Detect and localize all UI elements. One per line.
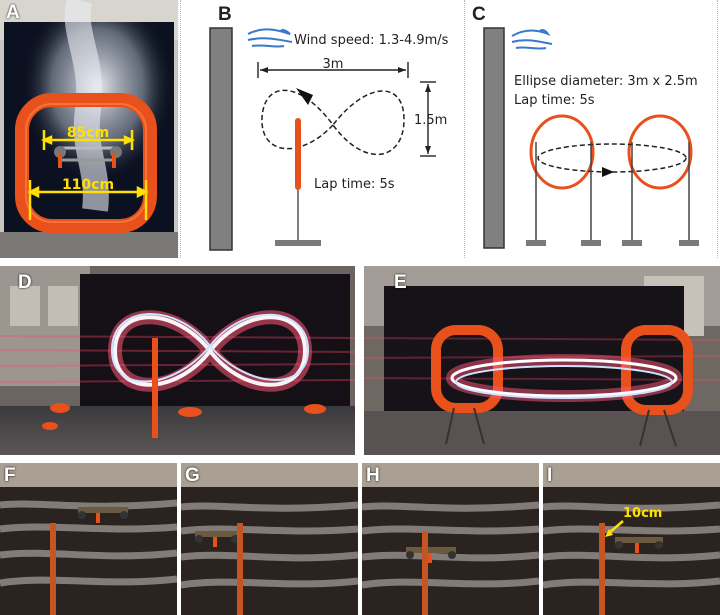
quadrotor: [78, 507, 128, 523]
gate-left: [529, 114, 595, 190]
wind-speed-text: Wind speed: 1.3-4.9m/s: [294, 33, 449, 48]
direction-arrow: [296, 88, 313, 105]
panel-e-photo: [364, 266, 720, 455]
gate-right: [627, 114, 693, 190]
panel-d: D: [0, 266, 355, 455]
panel-a-photo: 85cm 110cm: [0, 0, 178, 258]
panel-h: H: [362, 463, 539, 615]
panel-label: F: [4, 465, 16, 486]
divider: [180, 0, 181, 258]
wind-icon: [511, 29, 553, 50]
pole-gate: [599, 523, 605, 615]
distance-arrow: [608, 520, 624, 534]
pole-gate: [152, 338, 158, 438]
lap-time-text: Lap time: 5s: [314, 177, 395, 192]
panel-label: I: [547, 465, 553, 486]
ellipse-text: Ellipse diameter: 3m x 2.5m: [514, 74, 698, 89]
gate-frame: [15, 93, 157, 233]
divider: [464, 0, 465, 258]
inner-width-label: 85cm: [67, 125, 109, 141]
wall: [209, 27, 233, 251]
panel-i: 10cm I: [543, 463, 720, 615]
outer-width-label: 110cm: [62, 177, 114, 193]
panel-b: Wind speed: 1.3-4.9m/s 3m 1.5m Lap time:…: [180, 0, 463, 258]
figure-eight-path: [261, 89, 405, 156]
pole-gate: [422, 531, 428, 615]
panel-f: F: [0, 463, 177, 615]
pole-gate: [50, 523, 56, 615]
panel-f-photo: [0, 463, 177, 615]
panel-c-diagram: Ellipse diameter: 3m x 2.5m Lap time: 5s: [483, 27, 699, 249]
panel-g-photo: [181, 463, 358, 615]
dimension-lines: [27, 130, 149, 220]
panel-h-photo: [362, 463, 539, 615]
panel-label: D: [18, 272, 32, 293]
divider: [717, 0, 718, 258]
height-dimension: [420, 81, 436, 157]
pole-base: [275, 240, 321, 246]
quadrotor: [54, 146, 122, 168]
panel-label: C: [472, 4, 486, 25]
panel-g: G: [181, 463, 358, 615]
panel-label: E: [394, 272, 407, 293]
pole-gate: [295, 118, 301, 190]
panel-e: E: [364, 266, 720, 455]
panel-label: H: [366, 465, 380, 486]
wall: [483, 27, 505, 249]
panel-label: A: [6, 2, 20, 23]
lap-time-text: Lap time: 5s: [514, 93, 595, 108]
distance-label: 10cm: [623, 506, 662, 521]
width-dimension: [257, 62, 409, 78]
quadrotor: [615, 537, 663, 553]
height-label: 1.5m: [414, 113, 447, 128]
direction-arrow: [602, 167, 614, 177]
panel-label: G: [185, 465, 200, 486]
panel-label: B: [218, 4, 232, 25]
quadrotor: [406, 547, 456, 563]
pole-gate: [237, 523, 243, 615]
panel-d-photo: [0, 266, 355, 455]
panel-i-photo: 10cm: [543, 463, 720, 615]
panel-a: 85cm 110cm A: [0, 0, 178, 258]
width-label: 3m: [323, 57, 344, 72]
panel-c: Ellipse diameter: 3m x 2.5m Lap time: 5s…: [466, 0, 716, 258]
panel-b-diagram: Wind speed: 1.3-4.9m/s 3m 1.5m Lap time:…: [209, 27, 449, 251]
gate-right: [621, 325, 693, 415]
elliptical-path: [537, 143, 687, 173]
wind-icon: [247, 28, 293, 48]
